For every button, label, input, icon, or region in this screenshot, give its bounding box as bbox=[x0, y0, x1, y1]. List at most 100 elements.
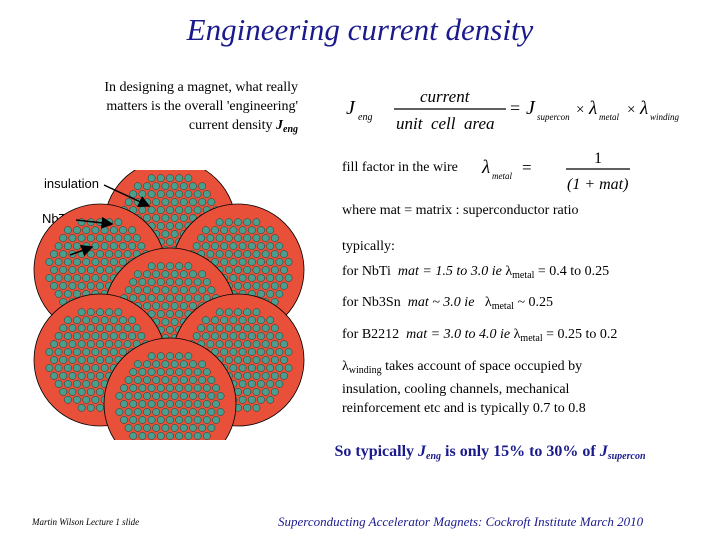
filament bbox=[119, 316, 127, 325]
filament bbox=[184, 206, 193, 214]
filament bbox=[170, 392, 179, 400]
filament bbox=[247, 274, 256, 282]
filament bbox=[175, 262, 184, 271]
filament bbox=[247, 348, 256, 356]
filament bbox=[143, 376, 151, 384]
filament bbox=[247, 242, 256, 250]
filament bbox=[220, 332, 229, 340]
filament bbox=[152, 214, 161, 222]
filament bbox=[175, 384, 184, 392]
filament bbox=[220, 316, 229, 325]
filament bbox=[229, 258, 238, 266]
filament bbox=[73, 290, 81, 298]
filament bbox=[54, 348, 63, 356]
filament bbox=[115, 392, 124, 400]
intro-line-3: current density bbox=[188, 118, 273, 133]
filament bbox=[224, 308, 233, 317]
filament bbox=[73, 242, 81, 250]
filament bbox=[133, 286, 142, 294]
filament bbox=[50, 250, 58, 258]
filament bbox=[266, 364, 275, 372]
filament bbox=[86, 372, 95, 380]
filament bbox=[193, 432, 202, 440]
filament bbox=[59, 282, 68, 290]
filament bbox=[216, 392, 225, 400]
filament bbox=[189, 392, 197, 400]
svg-text:λ: λ bbox=[481, 157, 490, 178]
filament bbox=[175, 432, 184, 440]
filament bbox=[215, 218, 224, 227]
filament bbox=[247, 258, 256, 266]
filament bbox=[59, 356, 68, 364]
filament bbox=[147, 262, 156, 271]
filament bbox=[202, 278, 211, 286]
filament bbox=[243, 282, 252, 290]
filament bbox=[166, 326, 174, 334]
filament bbox=[211, 316, 219, 325]
filament bbox=[133, 270, 142, 279]
filament bbox=[197, 234, 206, 242]
filament bbox=[243, 234, 252, 242]
filament bbox=[91, 395, 100, 404]
filament bbox=[156, 310, 165, 318]
filament bbox=[184, 190, 193, 198]
filament bbox=[91, 274, 100, 282]
filament bbox=[252, 234, 261, 242]
filament bbox=[243, 340, 252, 348]
filament bbox=[224, 234, 233, 242]
filament bbox=[179, 408, 188, 416]
filament bbox=[175, 222, 184, 230]
filament bbox=[77, 324, 86, 332]
filament bbox=[109, 226, 118, 235]
filament bbox=[109, 258, 118, 266]
filament bbox=[257, 395, 265, 404]
filament bbox=[128, 332, 137, 340]
filament bbox=[184, 400, 193, 408]
filament bbox=[270, 250, 279, 258]
filament bbox=[123, 250, 132, 258]
filament bbox=[109, 332, 118, 340]
filament bbox=[280, 282, 288, 290]
filament bbox=[215, 250, 224, 258]
filament bbox=[129, 384, 138, 392]
filament bbox=[45, 364, 54, 372]
filament bbox=[96, 308, 104, 317]
filament bbox=[129, 432, 138, 440]
filament bbox=[175, 278, 184, 286]
filament bbox=[266, 332, 275, 340]
filament bbox=[82, 364, 91, 372]
filament bbox=[252, 340, 261, 348]
filament bbox=[77, 308, 86, 317]
filament bbox=[119, 258, 127, 266]
filament bbox=[100, 242, 109, 250]
filament bbox=[45, 274, 54, 282]
filament bbox=[63, 226, 72, 235]
filament bbox=[197, 324, 206, 332]
filament bbox=[161, 270, 170, 279]
filament bbox=[161, 392, 170, 400]
filament bbox=[77, 403, 86, 412]
filament bbox=[211, 226, 219, 235]
filament bbox=[243, 266, 252, 274]
filament bbox=[59, 234, 68, 242]
filament bbox=[198, 286, 207, 294]
filament bbox=[266, 316, 275, 325]
filament bbox=[224, 340, 233, 348]
filament bbox=[266, 274, 275, 282]
filament bbox=[238, 364, 247, 372]
filament bbox=[129, 416, 138, 424]
filament bbox=[166, 432, 174, 440]
filament bbox=[184, 368, 193, 376]
filament bbox=[152, 182, 161, 191]
filament bbox=[184, 294, 193, 302]
filament bbox=[270, 282, 279, 290]
filament bbox=[229, 332, 238, 340]
filament bbox=[143, 182, 151, 191]
filament bbox=[96, 250, 104, 258]
filament bbox=[252, 282, 261, 290]
intro-line-2: matters is the overall 'engineering' bbox=[106, 99, 298, 114]
filament bbox=[202, 190, 211, 198]
filament bbox=[59, 324, 68, 332]
filament bbox=[147, 310, 156, 318]
eq-lhs: J bbox=[346, 97, 356, 119]
